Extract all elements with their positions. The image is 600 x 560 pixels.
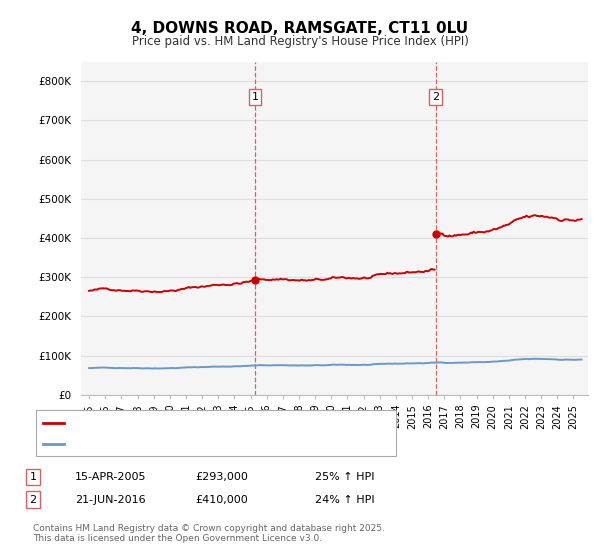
Text: 15-APR-2005: 15-APR-2005 [75, 472, 146, 482]
Text: £410,000: £410,000 [195, 494, 248, 505]
Text: 1: 1 [252, 92, 259, 102]
Text: £293,000: £293,000 [195, 472, 248, 482]
Text: 2: 2 [432, 92, 439, 102]
Text: Price paid vs. HM Land Registry's House Price Index (HPI): Price paid vs. HM Land Registry's House … [131, 35, 469, 48]
Text: 21-JUN-2016: 21-JUN-2016 [75, 494, 146, 505]
Text: 24% ↑ HPI: 24% ↑ HPI [315, 494, 374, 505]
Text: 4, DOWNS ROAD, RAMSGATE, CT11 0LU (detached house): 4, DOWNS ROAD, RAMSGATE, CT11 0LU (detac… [67, 418, 369, 428]
Text: 25% ↑ HPI: 25% ↑ HPI [315, 472, 374, 482]
Text: 1: 1 [29, 472, 37, 482]
Text: 2: 2 [29, 494, 37, 505]
Text: Contains HM Land Registry data © Crown copyright and database right 2025.
This d: Contains HM Land Registry data © Crown c… [33, 524, 385, 543]
Text: HPI: Average price, detached house, Thanet: HPI: Average price, detached house, Than… [67, 439, 296, 449]
Text: 4, DOWNS ROAD, RAMSGATE, CT11 0LU: 4, DOWNS ROAD, RAMSGATE, CT11 0LU [131, 21, 469, 36]
